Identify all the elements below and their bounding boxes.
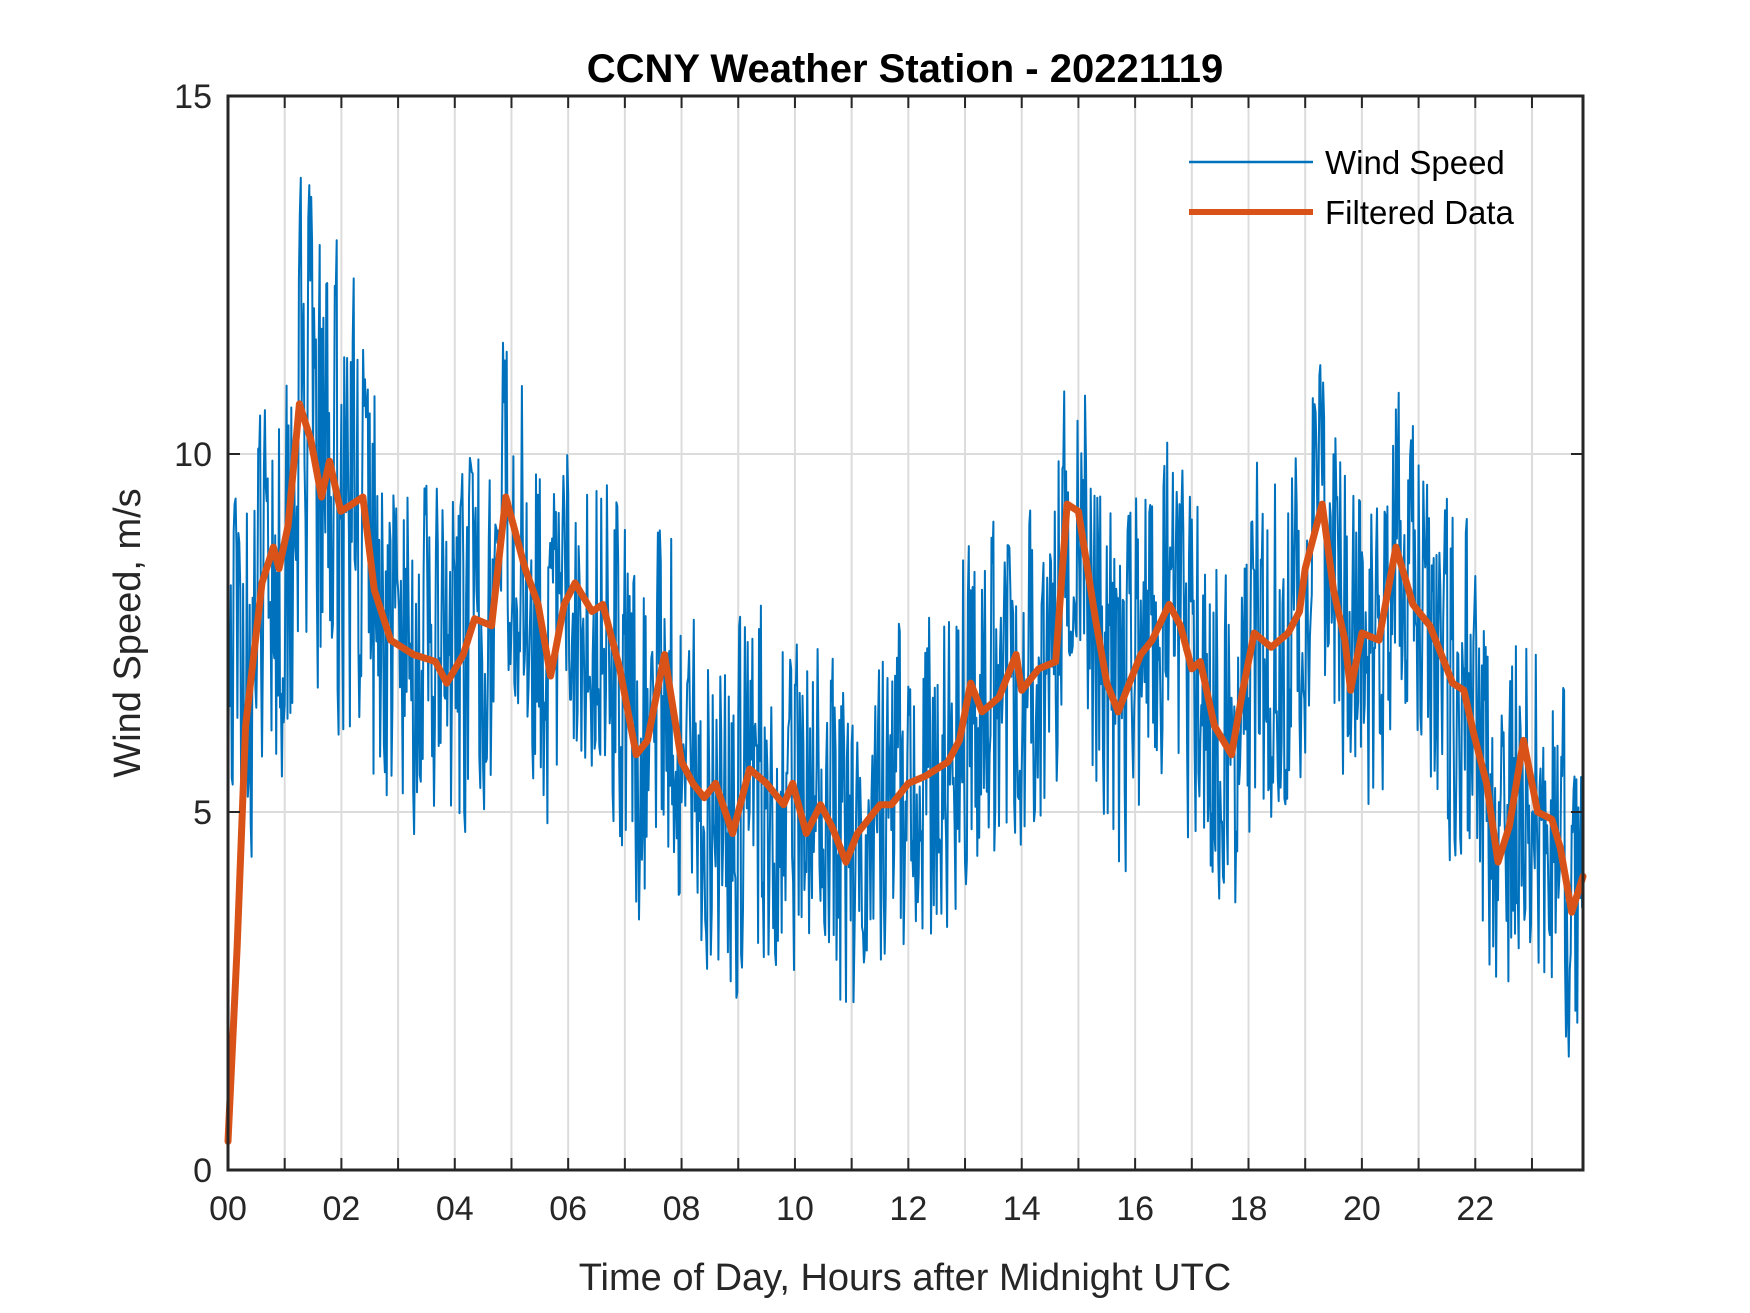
x-tick-label: 14 bbox=[1003, 1190, 1041, 1228]
x-tick-label: 22 bbox=[1456, 1190, 1494, 1228]
y-axis-label: Wind Speed, m/s bbox=[107, 488, 149, 777]
y-tick-label: 15 bbox=[174, 78, 212, 116]
legend-filtered-data-label: Filtered Data bbox=[1325, 194, 1515, 231]
wind-speed-series bbox=[227, 176, 1584, 1058]
x-tick-label: 04 bbox=[436, 1190, 474, 1228]
filtered-data-line bbox=[224, 400, 1587, 1145]
x-tick-label: 20 bbox=[1343, 1190, 1381, 1228]
filtered-data-series bbox=[224, 400, 1587, 1145]
x-tick-label: 08 bbox=[663, 1190, 701, 1228]
y-tick-label: 0 bbox=[193, 1152, 212, 1190]
x-tick-label: 18 bbox=[1230, 1190, 1268, 1228]
y-tick-label: 5 bbox=[193, 794, 212, 832]
x-tick-label: 10 bbox=[776, 1190, 814, 1228]
grid-lines bbox=[228, 96, 1583, 1170]
x-tick-label: 00 bbox=[209, 1190, 247, 1228]
x-tick-label: 16 bbox=[1116, 1190, 1154, 1228]
x-axis-label: Time of Day, Hours after Midnight UTC bbox=[579, 1257, 1232, 1299]
axes-box bbox=[226, 94, 1585, 1172]
chart-title: CCNY Weather Station - 20221119 bbox=[587, 47, 1224, 91]
x-tick-label: 06 bbox=[549, 1190, 587, 1228]
legend: Wind Speed Filtered Data bbox=[1189, 144, 1515, 231]
x-tick-label: 12 bbox=[889, 1190, 927, 1228]
plot-area-border bbox=[226, 94, 1585, 1172]
x-tick-label: 02 bbox=[322, 1190, 360, 1228]
tick-labels: 0 5 10 15 00 02 04 06 08 10 12 14 16 18 20 22 bbox=[174, 78, 1494, 1228]
y-tick-label: 10 bbox=[174, 436, 212, 474]
wind-speed-line bbox=[227, 176, 1584, 1058]
legend-wind-speed-label: Wind Speed bbox=[1325, 144, 1505, 181]
